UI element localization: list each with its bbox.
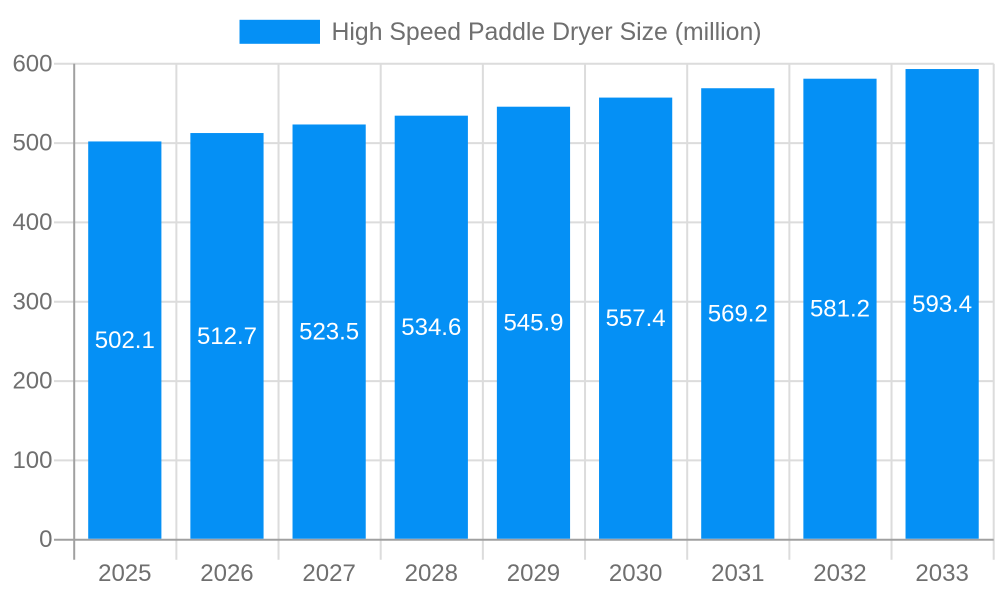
svg-text:2026: 2026 (200, 560, 253, 587)
svg-text:500: 500 (12, 130, 52, 157)
svg-text:100: 100 (12, 447, 52, 474)
svg-text:534.6: 534.6 (401, 314, 461, 341)
svg-text:2033: 2033 (915, 560, 968, 587)
svg-text:523.5: 523.5 (299, 319, 359, 346)
svg-text:557.4: 557.4 (606, 305, 666, 332)
svg-text:200: 200 (12, 368, 52, 395)
svg-text:593.4: 593.4 (912, 291, 972, 318)
svg-text:High Speed Paddle Dryer Size (: High Speed Paddle Dryer Size (million) (332, 19, 762, 46)
svg-text:0: 0 (39, 526, 52, 553)
svg-text:2028: 2028 (405, 560, 458, 587)
svg-text:2030: 2030 (609, 560, 662, 587)
svg-text:400: 400 (12, 209, 52, 236)
svg-text:2025: 2025 (98, 560, 151, 587)
svg-text:581.2: 581.2 (810, 296, 870, 323)
svg-text:569.2: 569.2 (708, 300, 768, 327)
svg-text:2031: 2031 (711, 560, 764, 587)
svg-text:300: 300 (12, 288, 52, 315)
svg-text:512.7: 512.7 (197, 323, 257, 350)
svg-text:502.1: 502.1 (95, 327, 155, 354)
svg-text:2032: 2032 (813, 560, 866, 587)
svg-text:2029: 2029 (507, 560, 560, 587)
svg-text:545.9: 545.9 (503, 310, 563, 337)
svg-text:600: 600 (12, 50, 52, 77)
svg-text:2027: 2027 (302, 560, 355, 587)
